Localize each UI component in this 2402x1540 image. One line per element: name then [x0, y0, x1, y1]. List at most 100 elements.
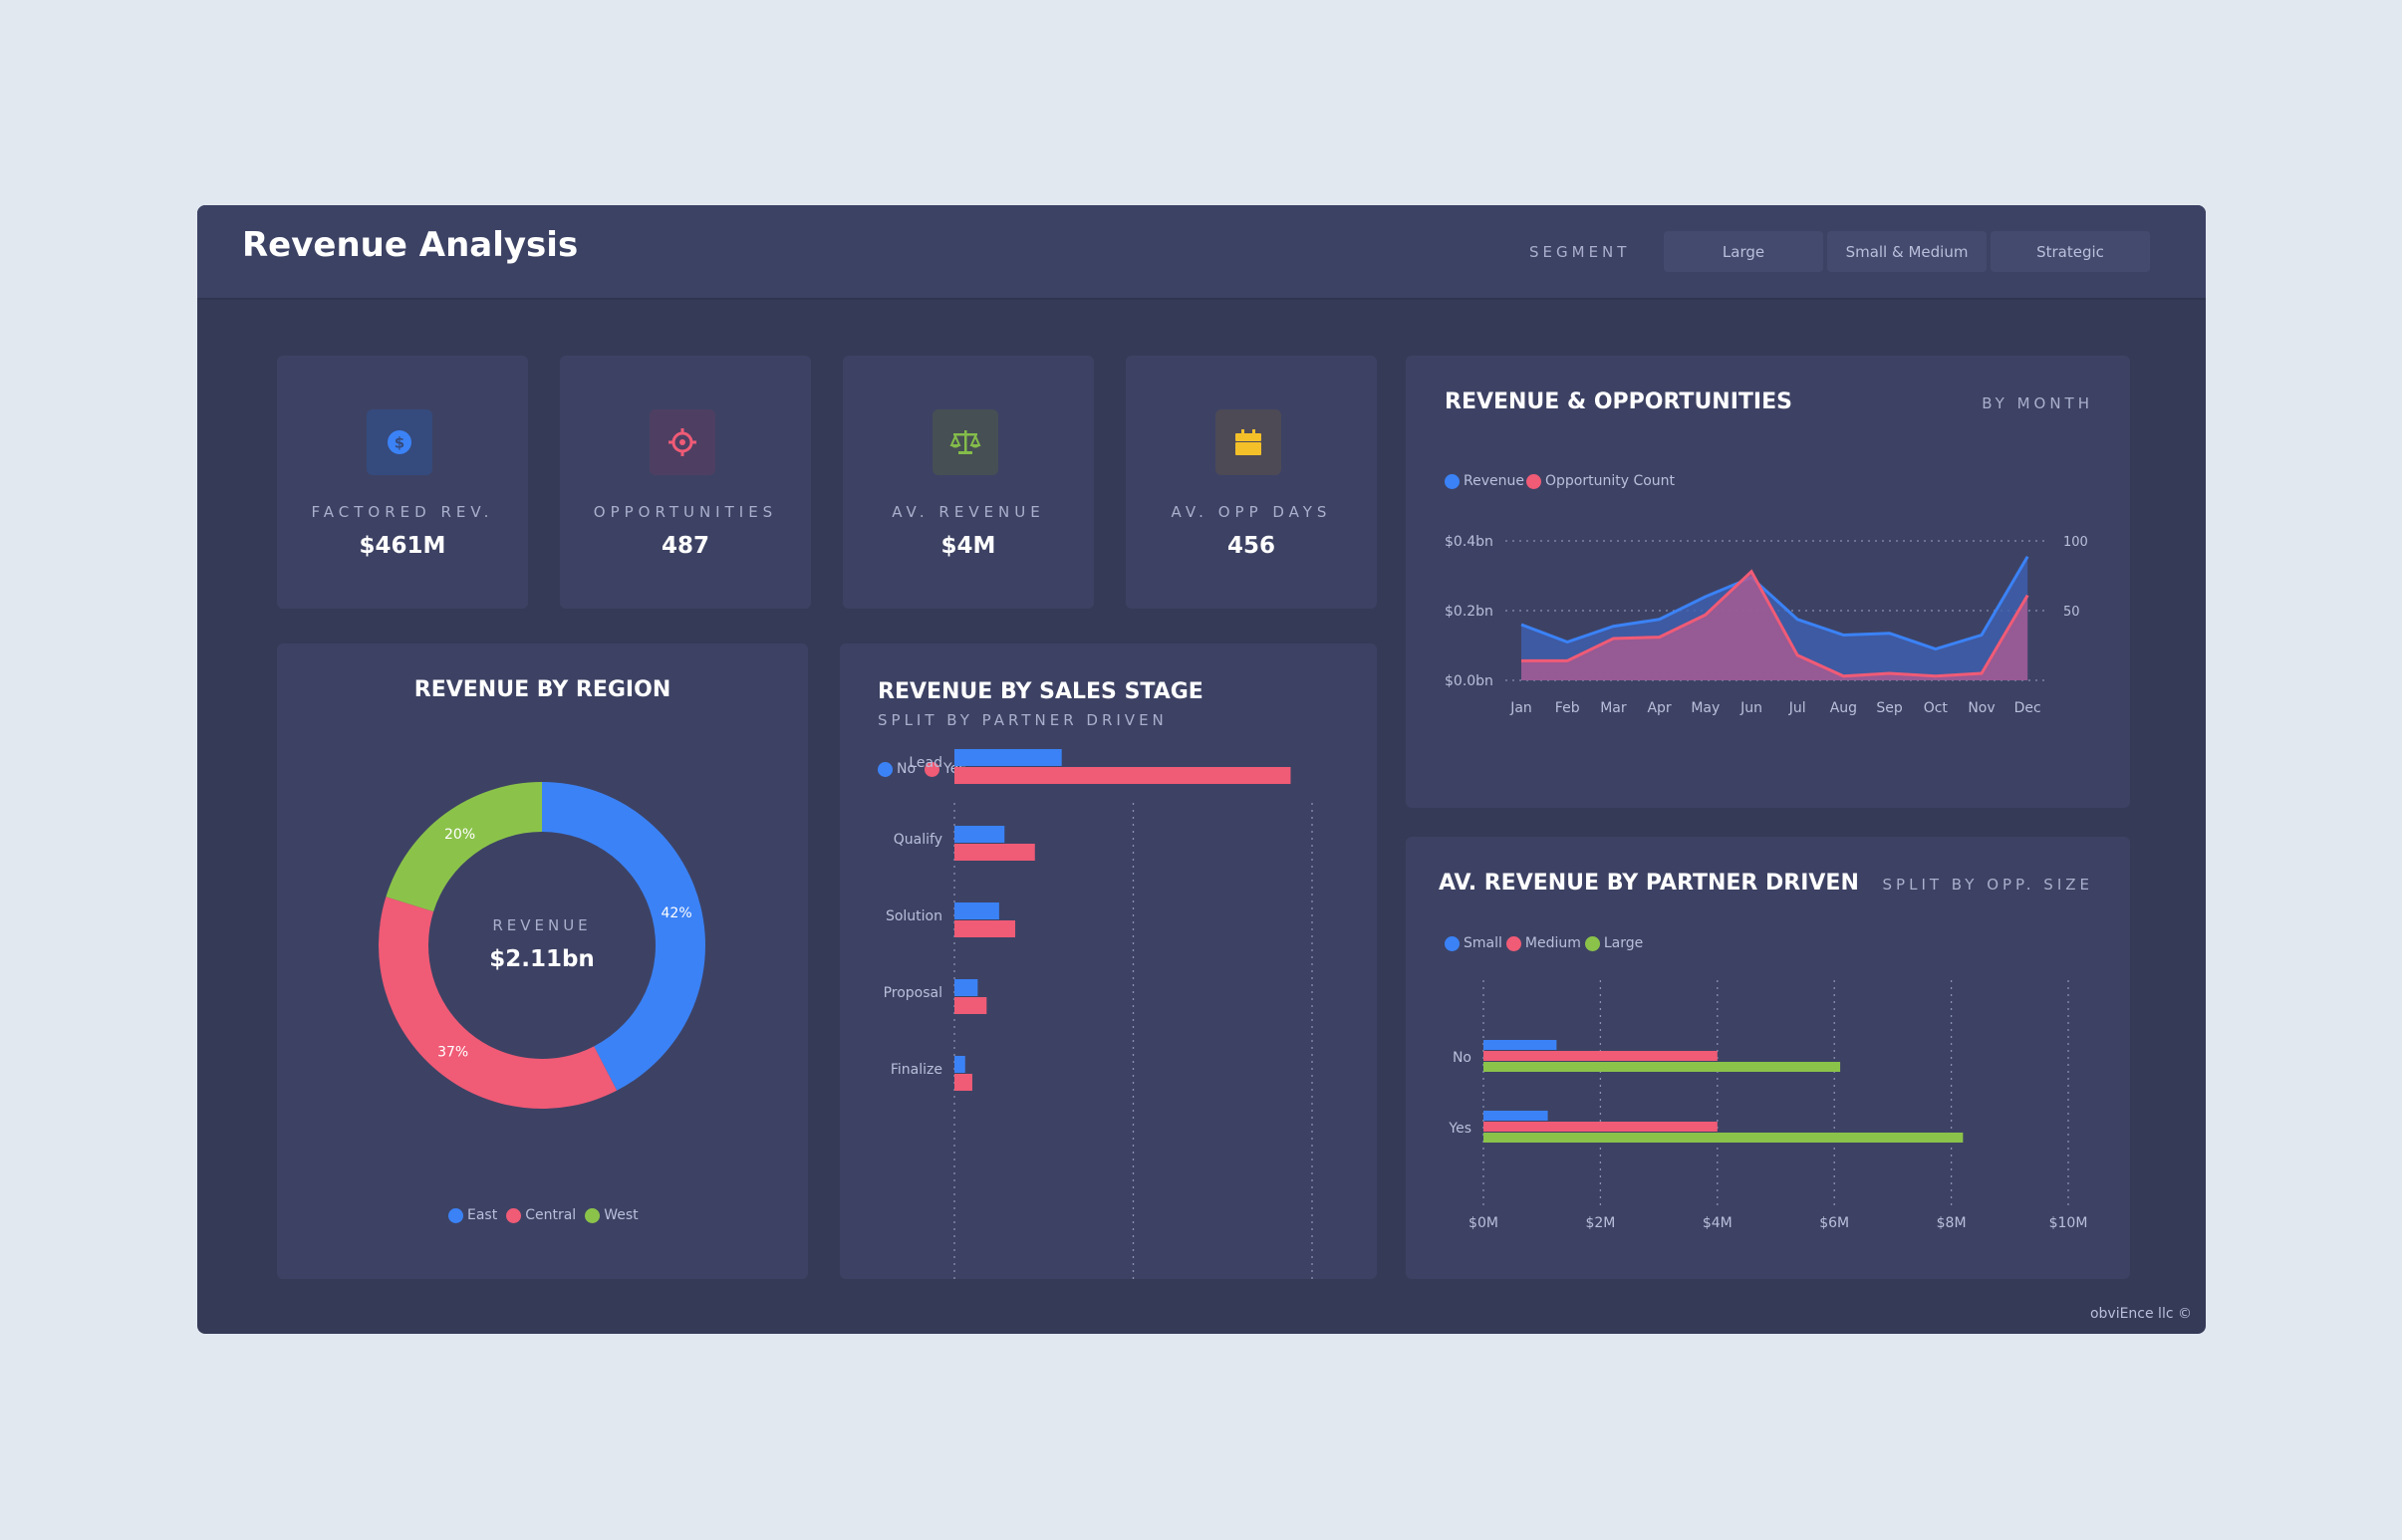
chart-legend: Small Medium Large [1445, 935, 1652, 951]
chart-legend: Revenue Opportunity Count [1445, 473, 1684, 489]
bar-large-yes [1483, 1133, 1964, 1143]
revenue-by-region-card: REVENUE BY REGION 42% 37% 20% REVENUE $2.11b… [277, 643, 808, 1279]
legend-item-medium[interactable]: Medium [1505, 935, 1581, 951]
segment-button-strategic[interactable]: Strategic [1991, 231, 2150, 272]
bar-small-no [1483, 1040, 1557, 1050]
legend-item-west[interactable]: West [585, 1207, 639, 1223]
chart-subtitle: BY MONTH [1982, 394, 2093, 412]
header-bar: Revenue Analysis SEGMENT Large Small & M… [197, 205, 2206, 300]
x-tick-label: Apr [1647, 700, 1671, 716]
kpi-card-average-revenue: AV. REVENUE $4M [843, 356, 1094, 609]
legend-item-small[interactable]: Small [1445, 935, 1502, 951]
bar-yes-lead [954, 767, 1291, 784]
donut-slice-central [379, 897, 618, 1109]
bar-yes-qualify [954, 844, 1035, 861]
x-tick-label: Jul [1788, 700, 1806, 716]
donut-chart: 42% 37% 20% REVENUE $2.11bn [379, 782, 705, 1109]
x-tick-label: Jan [1509, 700, 1532, 716]
x-tick-label: Feb [1555, 700, 1580, 716]
page-title: Revenue Analysis [242, 225, 579, 265]
donut-slice-east [542, 782, 705, 1091]
kpi-card-opportunities: OPPORTUNITIES 487 [560, 356, 811, 609]
legend-item-central[interactable]: Central [506, 1207, 576, 1223]
kpi-value: 487 [661, 533, 709, 559]
donut-slice-label: 20% [444, 827, 475, 843]
kpi-label: AV. OPP DAYS [1171, 503, 1332, 521]
bar-no-solution [954, 902, 999, 919]
y-category-label: Yes [1448, 1121, 1471, 1137]
x-tick-label: Nov [1968, 700, 1995, 716]
bar-small-yes [1483, 1111, 1548, 1121]
donut-center-value: $2.11bn [489, 946, 595, 972]
y-category-label: Lead [909, 755, 942, 771]
segment-label: SEGMENT [1529, 243, 1631, 261]
revenue-by-sales-stage-card: REVENUE BY SALES STAGE SPLIT BY PARTNER … [840, 643, 1377, 1279]
x-tick-label: May [1691, 700, 1720, 716]
donut-center-label: REVENUE [492, 916, 591, 934]
donut-slice-label: 37% [437, 1044, 468, 1060]
kpi-value: 456 [1226, 533, 1275, 559]
y-tick-label-right: 50 [2063, 605, 2080, 620]
revenue-opportunities-area-chart: $0.0bn $0.2bn $0.4bn 50 100 Jan Feb Mar Apr May Ju… [1445, 534, 2088, 716]
revenue-opportunities-card: REVENUE & OPPORTUNITIES BY MONTH Revenue… [1406, 356, 2130, 808]
donut-slice-west [386, 782, 542, 912]
legend-item-large[interactable]: Large [1584, 935, 1643, 951]
x-tick-label: $8M [1937, 1215, 1967, 1231]
x-tick-label: $4M [1703, 1215, 1733, 1231]
dollar-icon: $ [367, 409, 432, 475]
bar-yes-solution [954, 920, 1016, 937]
y-category-label: No [1453, 1050, 1471, 1066]
bar-no-finalize [954, 1056, 965, 1073]
kpi-value: $4M [940, 533, 996, 559]
bar-yes-proposal [954, 997, 987, 1014]
chart-legend: East Central West [448, 1207, 648, 1223]
kpi-label: FACTORED REV. [311, 503, 494, 521]
chart-subtitle: SPLIT BY OPP. SIZE [1882, 876, 2093, 894]
y-category-label: Qualify [894, 832, 942, 848]
line-revenue [1520, 555, 2029, 651]
bar-no-qualify [954, 826, 1005, 843]
segment-button-small-medium[interactable]: Small & Medium [1827, 231, 1987, 272]
legend-item-east[interactable]: East [448, 1207, 497, 1223]
y-category-label: Solution [886, 908, 942, 924]
x-tick-label: $6M [1819, 1215, 1849, 1231]
donut-slice-label: 42% [662, 905, 692, 921]
chart-title: AV. REVENUE BY PARTNER DRIVEN [1439, 871, 1859, 896]
kpi-card-average-opp-days: AV. OPP DAYS 456 [1126, 356, 1377, 609]
area-opportunity-count [1521, 571, 2028, 680]
kpi-label: OPPORTUNITIES [593, 503, 778, 521]
bar-no-lead [954, 749, 1062, 766]
chart-title: REVENUE BY REGION [413, 677, 671, 702]
x-tick-label: Oct [1924, 700, 1949, 716]
calendar-icon [1215, 409, 1281, 475]
bar-medium-yes [1483, 1122, 1718, 1132]
y-tick-label-left: $0.4bn [1445, 534, 1493, 550]
chart-subtitle: SPLIT BY PARTNER DRIVEN [878, 711, 1168, 729]
kpi-value: $461M [359, 533, 446, 559]
bar-no-proposal [954, 979, 978, 996]
y-category-label: Finalize [891, 1062, 942, 1078]
segment-button-large[interactable]: Large [1664, 231, 1823, 272]
bar-medium-no [1483, 1051, 1718, 1061]
footer-credit: obviEnce llc © [2089, 1306, 2192, 1322]
legend-item-opportunity-count[interactable]: Opportunity Count [1525, 473, 1675, 489]
y-tick-label-left: $0.2bn [1445, 604, 1493, 620]
y-category-label: Proposal [884, 985, 942, 1001]
x-tick-label: Sep [1876, 700, 1903, 716]
x-tick-label: Mar [1600, 700, 1627, 716]
x-tick-label: Dec [2014, 700, 2041, 716]
chart-legend: No Yes [878, 761, 975, 777]
y-tick-label-left: $0.0bn [1445, 673, 1493, 689]
av-revenue-partner-driven-card: AV. REVENUE BY PARTNER DRIVEN SPLIT BY O… [1406, 837, 2130, 1279]
legend-item-revenue[interactable]: Revenue [1445, 473, 1524, 489]
x-tick-label: Jun [1739, 700, 1762, 716]
legend-item-no[interactable]: No [878, 761, 916, 777]
x-tick-label: Aug [1830, 700, 1857, 716]
dashboard-window: Revenue Analysis SEGMENT Large Small & M… [197, 205, 2206, 1334]
kpi-card-factored-revenue: $ FACTORED REV. $461M [277, 356, 528, 609]
chart-title: REVENUE BY SALES STAGE [878, 679, 1203, 704]
target-icon [650, 409, 715, 475]
line-opportunity-count [1521, 569, 2029, 678]
kpi-label: AV. REVENUE [892, 503, 1045, 521]
svg-text:$: $ [395, 434, 404, 452]
